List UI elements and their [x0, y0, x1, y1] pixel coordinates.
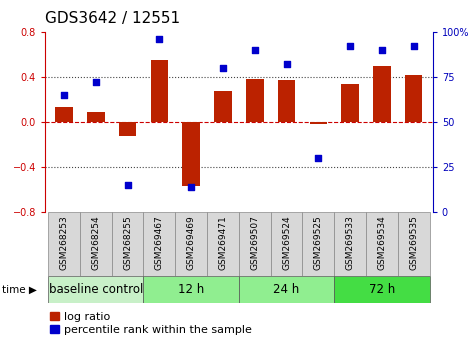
Point — [251, 47, 259, 53]
Text: baseline control: baseline control — [49, 283, 143, 296]
Text: time ▶: time ▶ — [2, 284, 37, 295]
Text: GSM268253: GSM268253 — [60, 216, 69, 270]
Bar — [112, 212, 143, 276]
Legend: log ratio, percentile rank within the sample: log ratio, percentile rank within the sa… — [51, 312, 252, 335]
Bar — [48, 276, 143, 303]
Text: GSM269471: GSM269471 — [219, 216, 228, 270]
Bar — [143, 212, 175, 276]
Point — [156, 36, 163, 42]
Text: 72 h: 72 h — [369, 283, 395, 296]
Text: GSM269534: GSM269534 — [377, 216, 386, 270]
Bar — [207, 212, 239, 276]
Text: GSM269525: GSM269525 — [314, 216, 323, 270]
Point — [60, 92, 68, 98]
Bar — [278, 80, 295, 122]
Point — [346, 44, 354, 49]
Bar — [48, 212, 80, 276]
Bar — [239, 212, 271, 276]
Bar — [55, 108, 73, 122]
Point — [410, 44, 418, 49]
Point — [219, 65, 227, 71]
Text: 24 h: 24 h — [273, 283, 300, 296]
Bar — [214, 91, 232, 122]
Bar — [405, 75, 422, 122]
Bar — [143, 276, 239, 303]
Bar — [373, 66, 391, 122]
Text: GDS3642 / 12551: GDS3642 / 12551 — [45, 11, 180, 25]
Text: GSM269507: GSM269507 — [250, 216, 259, 270]
Bar — [80, 212, 112, 276]
Bar — [246, 79, 263, 122]
Text: GSM268255: GSM268255 — [123, 216, 132, 270]
Bar — [183, 122, 200, 187]
Point — [187, 184, 195, 190]
Point — [283, 62, 290, 67]
Bar — [310, 122, 327, 124]
Text: 12 h: 12 h — [178, 283, 204, 296]
Bar — [334, 212, 366, 276]
Text: GSM268254: GSM268254 — [91, 216, 100, 270]
Bar — [334, 276, 429, 303]
Bar — [271, 212, 302, 276]
Text: GSM269524: GSM269524 — [282, 216, 291, 270]
Text: GSM269467: GSM269467 — [155, 216, 164, 270]
Text: GSM269469: GSM269469 — [187, 216, 196, 270]
Point — [92, 80, 100, 85]
Bar — [175, 212, 207, 276]
Bar — [302, 212, 334, 276]
Bar — [342, 84, 359, 122]
Point — [124, 183, 131, 188]
Point — [378, 47, 385, 53]
Bar — [150, 60, 168, 122]
Point — [315, 155, 322, 161]
Text: GSM269533: GSM269533 — [346, 216, 355, 270]
Text: GSM269535: GSM269535 — [409, 216, 418, 270]
Bar — [119, 122, 136, 136]
Bar — [366, 212, 398, 276]
Bar — [239, 276, 334, 303]
Bar — [398, 212, 429, 276]
Bar — [87, 112, 105, 122]
